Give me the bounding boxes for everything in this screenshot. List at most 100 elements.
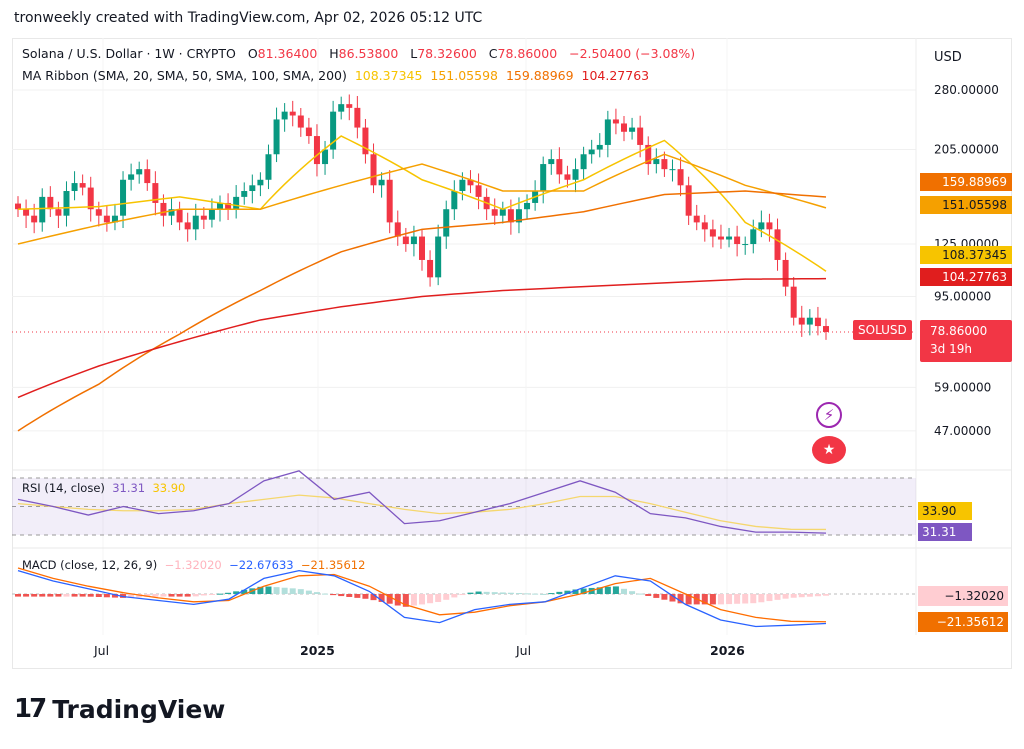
macd-histogram-bar [798,594,805,598]
candle-body [419,236,425,260]
macd-histogram-bar [524,593,531,595]
rsi-axis-badge: 31.31 [918,523,972,541]
candle-body [370,154,377,186]
candle-body [524,202,531,210]
rsi-ma-axis-badge: 33.90 [918,502,972,520]
macd-hist-value: −1.32020 [164,558,222,572]
bar-countdown: 3d 19h [930,342,972,356]
candle-body [750,229,757,245]
candle-body [273,119,280,155]
ma-ribbon-legend: MA Ribbon (SMA, 20, SMA, 50, SMA, 100, S… [22,68,649,83]
close-value: 78.86000 [497,46,558,61]
macd-histogram-bar [241,589,248,594]
low-label: L [410,46,418,61]
candle-body [217,202,223,210]
macd-histogram-bar [621,588,627,594]
candle-body [798,317,805,325]
sma50-axis-badge: 151.05598 [920,196,1012,214]
macd-histogram-bar [378,594,385,602]
candle-body [233,196,240,210]
symbol-price-label: SOLUSD [853,320,912,340]
macd-histogram-bar [289,588,296,594]
macd-histogram-bar [23,594,30,597]
candle-body [289,111,296,116]
macd-histogram-bar [677,594,684,604]
rsi-ma-value: 33.90 [152,481,186,495]
macd-histogram-bar [580,588,587,594]
currency-selector[interactable]: USD [934,50,962,65]
macd-signal-value: −21.35612 [300,558,366,572]
open-label: O [247,46,258,61]
candle-body [621,123,627,132]
macd-title[interactable]: MACD (close, 12, 26, 9) [22,558,158,572]
sma200-axis-badge: 104.27763 [920,268,1012,286]
ma-ribbon-title[interactable]: MA Ribbon (SMA, 20, SMA, 50, SMA, 100, S… [22,68,347,83]
price-tick-label: 95.00000 [934,289,991,303]
macd-signal-line [17,567,827,623]
candle-body [814,317,821,327]
low-value: 78.32600 [417,46,477,61]
macd-histogram-bar [443,594,450,600]
rsi-line [17,470,827,534]
macd-histogram-bar [451,594,458,598]
candle-body [79,183,86,188]
candle-body [281,111,288,120]
candle-body [782,259,789,287]
candle-body [459,179,466,192]
macd-histogram-bar [540,593,547,595]
candle-body [572,169,579,180]
macd-histogram-bar [402,594,409,607]
macd-histogram-bar [515,593,522,595]
macd-histogram-bar [144,594,151,598]
candle-body [580,154,587,170]
brand-name: TradingView [52,694,226,724]
macd-histogram-bar [717,594,724,605]
macd-histogram-bar [491,592,498,594]
candle-body [758,222,765,230]
candle-body [410,236,417,245]
macd-histogram-bar [612,586,619,594]
macd-histogram-bar [87,594,94,597]
macd-legend: MACD (close, 12, 26, 9) −1.32020 −22.676… [22,558,365,572]
time-label-2026: 2026 [710,643,745,658]
sma100-axis-badge: 159.88969 [920,173,1012,191]
macd-histogram-bar [645,594,652,596]
macd-histogram-bar [823,594,829,596]
macd-histogram-bar [386,594,393,604]
candle-body [176,209,183,223]
symbol-name[interactable]: Solana / U.S. Dollar · 1W · CRYPTO [22,46,236,61]
candle-body [637,127,644,145]
candle-body [717,236,724,240]
macd-histogram-bar [701,594,708,605]
candle-body [265,154,272,180]
sma200-value: 104.27763 [581,68,650,83]
macd-histogram-bar [507,592,514,594]
macd-histogram-bar [168,594,175,597]
candle-body [305,127,312,137]
macd-hist-axis-badge: −1.32020 [918,586,1008,606]
macd-histogram-bar [111,594,118,598]
macd-histogram-bar [225,592,232,594]
rsi-ma-line [17,494,827,531]
macd-histogram-bar [160,594,167,597]
candle-body [362,127,369,155]
candle-body [241,191,248,197]
macd-histogram-bar [346,594,353,597]
candle-body [774,229,781,260]
candle-body [184,222,191,230]
macd-histogram-bar [273,587,280,594]
macd-histogram-bar [176,594,183,597]
candle-body [394,222,401,237]
rsi-title[interactable]: RSI (14, close) [22,481,105,495]
price-tick-label: 280.00000 [934,83,999,97]
macd-histogram-bar [79,594,86,597]
macd-histogram-bar [370,594,377,601]
macd-histogram-bar [297,589,304,594]
sma50-line [17,153,827,245]
macd-histogram-bar [774,594,781,600]
lightning-event-icon[interactable]: ⚡ [816,402,842,428]
candle-body [87,187,94,210]
sma20-value: 108.37345 [354,68,423,83]
us-flag-economic-event-icon[interactable]: ★ [812,436,846,464]
